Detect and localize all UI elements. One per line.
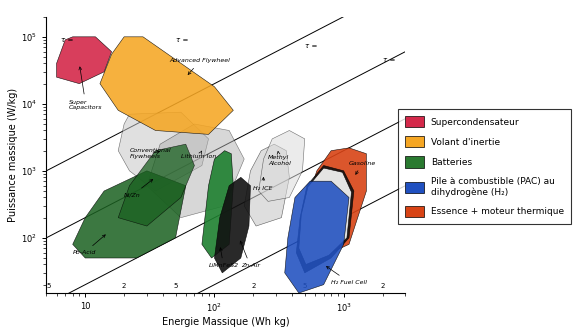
Polygon shape: [73, 171, 186, 258]
Text: 5: 5: [303, 283, 307, 289]
Text: Zn-Air: Zn-Air: [240, 241, 260, 268]
Text: Lithium Ion: Lithium Ion: [181, 151, 217, 159]
Text: LiMnFeS2: LiMnFeS2: [208, 248, 239, 268]
Y-axis label: Puissance massique (W/kg): Puissance massique (W/kg): [8, 88, 19, 222]
Text: Gasoline: Gasoline: [349, 161, 376, 174]
Text: τ =: τ =: [383, 57, 395, 63]
Text: H₂ ICE: H₂ ICE: [254, 177, 273, 191]
Text: Methyl
Alcohol: Methyl Alcohol: [268, 152, 291, 166]
Text: τ =: τ =: [61, 37, 74, 43]
Polygon shape: [305, 148, 367, 258]
Polygon shape: [100, 37, 233, 135]
Text: 5: 5: [46, 283, 51, 289]
Polygon shape: [57, 37, 112, 84]
Text: Advanced Flywheel: Advanced Flywheel: [170, 59, 230, 75]
Text: 5: 5: [173, 283, 178, 289]
Polygon shape: [147, 124, 244, 218]
Text: Conventional
Flywheels: Conventional Flywheels: [130, 148, 171, 159]
X-axis label: Energie Massique (Wh kg): Energie Massique (Wh kg): [162, 317, 290, 327]
Polygon shape: [244, 144, 290, 226]
Text: τ =: τ =: [305, 43, 317, 49]
Text: 2: 2: [380, 283, 384, 289]
Polygon shape: [259, 131, 305, 201]
Polygon shape: [202, 151, 233, 258]
Text: Ni/Zn: Ni/Zn: [124, 179, 153, 197]
Polygon shape: [214, 177, 251, 273]
Text: Super
Capacitors: Super Capacitors: [69, 67, 102, 110]
Text: Pb-Acid: Pb-Acid: [73, 235, 105, 255]
Polygon shape: [296, 166, 354, 273]
Polygon shape: [118, 144, 195, 226]
Text: τ =: τ =: [175, 37, 188, 43]
Text: 2: 2: [251, 283, 255, 289]
Polygon shape: [118, 112, 208, 191]
Text: H₂ Fuel Cell: H₂ Fuel Cell: [327, 266, 367, 285]
Polygon shape: [299, 168, 351, 264]
Text: 2: 2: [122, 283, 126, 289]
Polygon shape: [285, 181, 349, 293]
Legend: Supercondensateur, Volant d'inertie, Batteries, Pile à combustible (PAC) au
dihy: Supercondensateur, Volant d'inertie, Bat…: [398, 109, 571, 224]
